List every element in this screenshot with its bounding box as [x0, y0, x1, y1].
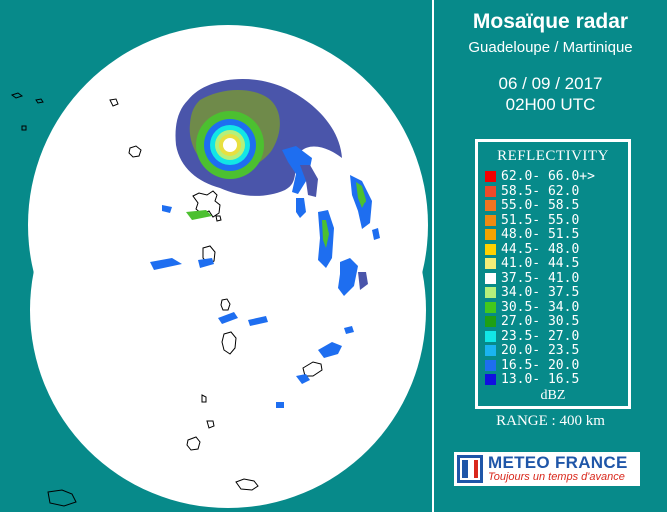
- hurricane-echo: [150, 78, 380, 408]
- island-outline: [109, 98, 119, 107]
- legend-label: 58.5- 62.0: [501, 183, 580, 199]
- legend-row: 20.0- 23.5: [485, 343, 630, 359]
- island-outline: [21, 125, 27, 131]
- legend-swatch: [485, 258, 496, 269]
- legend-label: 62.0- 66.0+>: [501, 169, 595, 184]
- legend-label: 13.0- 16.5: [501, 372, 580, 387]
- legend-row: 62.0- 66.0+>: [485, 169, 630, 185]
- legend-swatch: [485, 316, 496, 327]
- island-outline: [35, 98, 44, 104]
- island-outline: [235, 478, 259, 491]
- legend-swatch: [485, 185, 496, 197]
- legend-label: 41.0- 44.5: [501, 256, 580, 271]
- legend-row: 58.5- 62.0: [485, 183, 630, 200]
- legend-row: 48.0- 51.5: [485, 227, 630, 243]
- legend-label: 23.5- 27.0: [501, 328, 580, 344]
- legend-label: 30.5- 34.0: [501, 299, 580, 315]
- legend-label: 55.0- 58.5: [501, 198, 580, 213]
- legend-swatch: [485, 171, 496, 182]
- island-outline: [10, 92, 24, 99]
- legend-label: 37.5- 41.0: [501, 270, 580, 286]
- legend-label: 34.0- 37.5: [501, 285, 580, 300]
- island-outline: [215, 215, 222, 222]
- island-outline: [220, 298, 231, 311]
- legend-label: 20.0- 23.5: [501, 343, 580, 358]
- logo-tagline: Toujours un temps d'avance: [488, 471, 625, 483]
- legend-label: 51.5- 55.0: [501, 212, 580, 228]
- legend-row: 27.0- 30.5: [485, 314, 630, 330]
- legend-label: 27.0- 30.5: [501, 314, 580, 329]
- legend-swatch: [485, 200, 496, 211]
- island-outline: [47, 489, 77, 507]
- legend-row: 30.5- 34.0: [485, 299, 630, 316]
- legend-swatch: [485, 345, 496, 356]
- legend-swatch: [485, 374, 496, 385]
- logo-name: METEO FRANCE: [488, 453, 628, 472]
- date-label: 06 / 09 / 2017: [498, 74, 603, 93]
- island-outline: [201, 394, 207, 403]
- time-label: 02H00 UTC: [505, 95, 596, 114]
- legend-row: 13.0- 16.5: [485, 372, 630, 388]
- legend-row: 55.0- 58.5: [485, 198, 630, 214]
- panel-divider: [432, 0, 434, 512]
- legend-unit: dBZ: [540, 388, 566, 403]
- meteo-france-logo: METEO FRANCE Toujours un temps d'avance: [454, 452, 640, 486]
- legend-swatch: [485, 272, 496, 284]
- reflectivity-legend: REFLECTIVITY 62.0- 66.0+> 58.5- 62.0 55.0-…: [475, 139, 631, 409]
- legend-row: 34.0- 37.5: [485, 285, 630, 301]
- meteo-france-logo-icon: [457, 455, 483, 483]
- legend-row: 51.5- 55.0: [485, 212, 630, 229]
- island-outline: [128, 145, 142, 158]
- legend-swatch: [485, 301, 496, 313]
- island-outline: [221, 331, 237, 355]
- legend-label: 48.0- 51.5: [501, 227, 580, 242]
- legend-swatch: [485, 214, 496, 226]
- page-title: Mosaïque radar: [472, 10, 629, 33]
- range-label: RANGE : 400 km: [496, 413, 605, 429]
- island-outline: [186, 436, 201, 451]
- island-outline: [192, 190, 221, 218]
- legend-row: 16.5- 20.0: [485, 357, 630, 374]
- legend-swatch: [485, 243, 496, 255]
- info-panel: Mosaïque radar Guadeloupe / Martinique 0…: [434, 0, 667, 512]
- island-outline: [206, 420, 215, 429]
- radar-map: [10, 25, 428, 508]
- legend-row: 37.5- 41.0: [485, 270, 630, 287]
- legend-label: 44.5- 48.0: [501, 241, 580, 257]
- legend-swatch: [485, 287, 496, 298]
- legend-row: 44.5- 48.0: [485, 241, 630, 258]
- legend-row: 23.5- 27.0: [485, 328, 630, 345]
- legend-label: 16.5- 20.0: [501, 357, 580, 373]
- legend-swatch: [485, 359, 496, 371]
- legend-swatch: [485, 330, 496, 342]
- legend-row: 41.0- 44.5: [485, 256, 630, 272]
- island-outline: [202, 245, 216, 265]
- legend-title: REFLECTIVITY: [497, 148, 609, 164]
- legend-swatch: [485, 229, 496, 240]
- page-subtitle: Guadeloupe / Martinique: [468, 39, 633, 56]
